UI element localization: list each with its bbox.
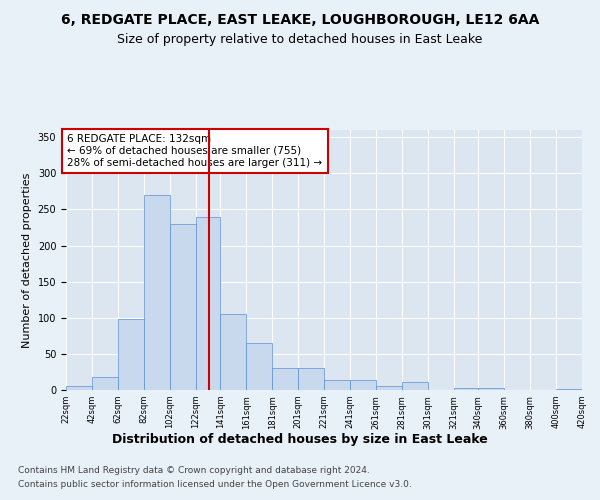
Text: Contains public sector information licensed under the Open Government Licence v3: Contains public sector information licen… <box>18 480 412 489</box>
Bar <box>92 377 118 390</box>
Text: Distribution of detached houses by size in East Leake: Distribution of detached houses by size … <box>112 432 488 446</box>
Bar <box>246 343 272 390</box>
Text: Contains HM Land Registry data © Crown copyright and database right 2024.: Contains HM Land Registry data © Crown c… <box>18 466 370 475</box>
Text: 6 REDGATE PLACE: 132sqm
← 69% of detached houses are smaller (755)
28% of semi-d: 6 REDGATE PLACE: 132sqm ← 69% of detache… <box>67 134 322 168</box>
Bar <box>402 382 428 390</box>
Text: 6, REDGATE PLACE, EAST LEAKE, LOUGHBOROUGH, LE12 6AA: 6, REDGATE PLACE, EAST LEAKE, LOUGHBOROU… <box>61 12 539 26</box>
Bar <box>556 388 582 390</box>
Bar <box>454 388 478 390</box>
Bar <box>118 318 144 390</box>
Bar <box>170 224 196 390</box>
Y-axis label: Number of detached properties: Number of detached properties <box>22 172 32 348</box>
Bar <box>196 216 220 390</box>
Bar <box>350 380 376 390</box>
Bar <box>144 195 170 390</box>
Text: Size of property relative to detached houses in East Leake: Size of property relative to detached ho… <box>118 32 482 46</box>
Bar <box>220 314 246 390</box>
Bar <box>376 386 402 390</box>
Bar <box>478 388 504 390</box>
Bar <box>298 368 324 390</box>
Bar <box>324 380 350 390</box>
Bar <box>272 368 298 390</box>
Bar <box>66 386 92 390</box>
